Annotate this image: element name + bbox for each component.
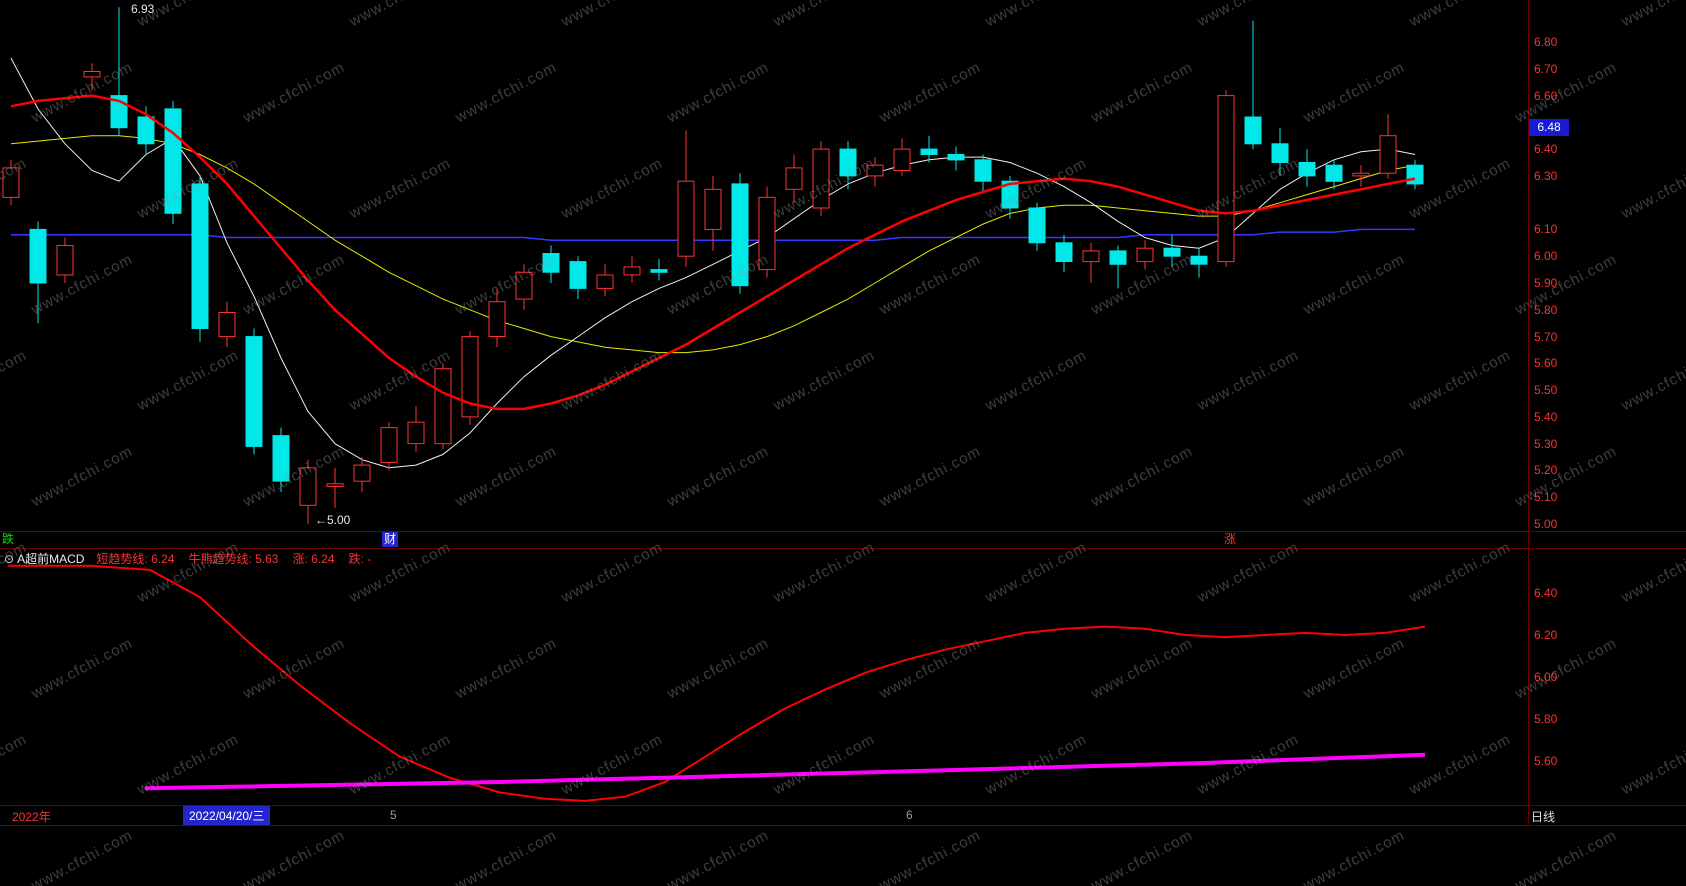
ma-fast-white: [10, 57, 1416, 469]
indicator-tick: 5.80: [1534, 712, 1558, 726]
month-mark-may: 5: [390, 808, 397, 822]
price-tick: 6.10: [1534, 222, 1558, 236]
price-tick: 5.20: [1534, 463, 1558, 477]
trend-red: [10, 94, 1416, 411]
selected-date-badge: 2022/04/20/三: [183, 806, 271, 825]
candlestick-series: [2, 7, 1424, 524]
panel-dividers: [0, 0, 1686, 826]
price-tick: 6.40: [1534, 142, 1558, 156]
indicator-line-1: [144, 752, 1426, 791]
indicator-tick: 5.60: [1534, 754, 1558, 768]
price-tick: 5.40: [1534, 410, 1558, 424]
year-label: 2022年: [12, 810, 51, 824]
price-tick: 5.50: [1534, 383, 1558, 397]
price-tick: 6.70: [1534, 62, 1558, 76]
price-tick: 5.10: [1534, 490, 1558, 504]
indicator-tick: 6.00: [1534, 670, 1558, 684]
indicator-item: 跌: -: [348, 552, 372, 566]
ma-slow-yellow: [10, 135, 1416, 354]
signal-up-label: 涨: [1224, 532, 1237, 546]
indicator-collapse-icon[interactable]: ⊙: [4, 551, 15, 566]
indicator-header: ⊙ A超前MACD 短趋势线: 6.24 牛熊趋势线: 5.63 涨: 6.24 跌:…: [4, 550, 385, 567]
price-tick: 5.70: [1534, 330, 1558, 344]
indicator-tick: 6.20: [1534, 628, 1558, 642]
indicator-name[interactable]: A超前MACD: [17, 552, 85, 566]
period-label[interactable]: 日线: [1531, 810, 1556, 824]
price-tick: 5.00: [1534, 517, 1558, 531]
price-tick: 5.30: [1534, 437, 1558, 451]
price-tick: 5.80: [1534, 303, 1558, 317]
price-tick: 6.00: [1534, 249, 1558, 263]
price-tick: 6.80: [1534, 35, 1558, 49]
indicator-line-0: [8, 564, 1426, 802]
low-price-annotation: ←5.00: [315, 513, 351, 527]
price-tick: 6.60: [1534, 89, 1558, 103]
price-tick: 6.30: [1534, 169, 1558, 183]
signal-cai-badge: 财: [382, 532, 399, 547]
indicator-tick: 6.40: [1534, 586, 1558, 600]
time-axis-bar: 2022年 2022/04/20/三 5 6 日线: [0, 806, 1686, 825]
indicator-item: 牛熊趋势线: 5.63: [188, 552, 279, 566]
indicator-item: 短趋势线: 6.24: [96, 552, 175, 566]
price-tick: 5.60: [1534, 356, 1558, 370]
signal-down-label: 跌: [2, 532, 15, 546]
indicator-values: 短趋势线: 6.24 牛熊趋势线: 5.63 涨: 6.24 跌: -: [96, 550, 385, 567]
high-price-annotation: 6.93: [131, 2, 155, 16]
indicator-lines: [8, 564, 1426, 802]
indicator-item: 涨: 6.24: [292, 552, 335, 566]
price-tick: 5.90: [1534, 276, 1558, 290]
month-mark-june: 6: [906, 808, 913, 822]
last-price-marker: 6.48: [1529, 119, 1569, 136]
